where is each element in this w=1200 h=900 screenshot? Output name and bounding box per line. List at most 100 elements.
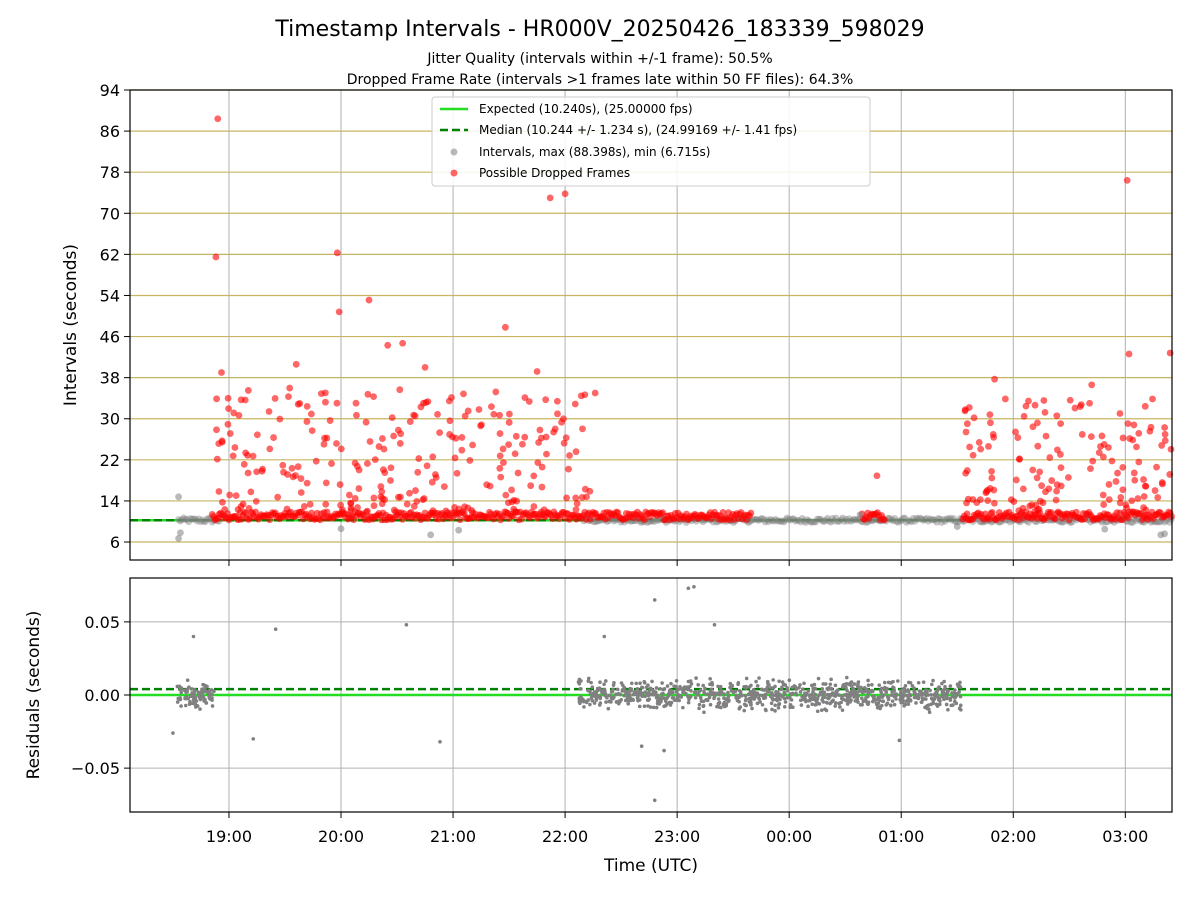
dropped-frame-point — [345, 491, 353, 499]
dropped-frame-point — [333, 399, 341, 407]
dropped-frame-point — [265, 408, 273, 415]
residual-point — [198, 707, 202, 711]
dropped-frame-point — [969, 451, 977, 459]
residual-point — [193, 688, 197, 693]
residual-point — [187, 685, 191, 689]
dropped-frame-point — [297, 475, 305, 482]
residuals-xtick-label: 20:00 — [318, 827, 364, 846]
dropped-frame-point — [1088, 381, 1096, 389]
residual-point — [902, 704, 906, 708]
residual-point — [204, 689, 208, 694]
residual-point — [846, 699, 851, 704]
interval-point — [929, 516, 937, 524]
dropped-frame-point — [362, 418, 370, 426]
dropped-frame-point — [292, 472, 299, 479]
residual-point — [660, 692, 664, 696]
residual-point — [631, 692, 636, 697]
residual-point — [273, 627, 278, 631]
dropped-frame-point — [1089, 457, 1097, 465]
dropped-frame-point — [371, 456, 379, 464]
dropped-frame-point — [527, 482, 535, 490]
residual-point — [866, 694, 870, 699]
dropped-frame-point — [239, 500, 247, 508]
dropped-frame-point — [300, 503, 308, 510]
residual-point — [611, 696, 615, 701]
residual-point — [658, 686, 662, 691]
dropped-frame-point — [429, 507, 437, 515]
dropped-frame-point — [384, 341, 392, 349]
residual-point — [711, 691, 716, 695]
residual-point — [935, 689, 939, 694]
residual-point — [833, 704, 837, 708]
dropped-frame-point — [1146, 427, 1154, 435]
residual-point — [921, 697, 925, 702]
residual-point — [810, 702, 815, 707]
dropped-frame-point — [451, 504, 459, 511]
dropped-frame-point — [468, 506, 476, 514]
dropped-frame-point — [1057, 420, 1065, 428]
dropped-frame-point — [963, 420, 971, 428]
residual-point — [880, 693, 885, 698]
dropped-frame-point — [352, 399, 360, 407]
residual-point — [794, 686, 799, 691]
dropped-frame-point — [363, 507, 371, 515]
residuals-ytick-label: 0.00 — [84, 686, 120, 705]
dropped-frame-point — [322, 398, 329, 406]
residual-point — [740, 693, 744, 698]
residual-point — [649, 687, 654, 692]
residual-point — [771, 686, 776, 690]
residual-point — [704, 698, 708, 702]
interval-point — [892, 517, 900, 525]
legend-intervals-label: Intervals, max (88.398s), min (6.715s) — [479, 145, 710, 159]
residual-point — [900, 696, 905, 701]
residual-point — [940, 688, 945, 693]
residual-point — [929, 693, 934, 697]
dropped-frame-point — [423, 462, 431, 470]
interval-point — [753, 516, 761, 523]
residual-point — [598, 680, 602, 685]
residual-point — [879, 703, 884, 708]
residual-point — [686, 694, 690, 699]
residual-point — [926, 693, 930, 697]
residual-point — [954, 701, 959, 706]
dropped-frame-point — [235, 411, 243, 419]
dropped-frame-point — [1033, 474, 1041, 482]
residual-point — [835, 691, 839, 695]
interval-point — [181, 516, 189, 523]
dropped-frame-point — [224, 420, 232, 428]
dropped-frame-point — [453, 469, 461, 477]
dropped-frame-point — [458, 446, 466, 454]
residual-point — [708, 702, 713, 707]
residual-point — [689, 689, 693, 693]
dropped-frame-point — [213, 426, 220, 434]
interval-point — [650, 518, 658, 525]
dropped-frame-point — [1128, 497, 1136, 505]
residual-point — [921, 680, 926, 684]
dropped-frame-point — [1126, 435, 1134, 442]
dropped-frame-point — [1130, 469, 1138, 477]
dropped-frame-point — [215, 488, 223, 495]
residual-point — [923, 705, 927, 710]
residual-point — [820, 686, 825, 691]
dropped-frame-point — [962, 469, 970, 477]
dropped-frame-point — [370, 502, 378, 510]
residual-point — [812, 682, 817, 687]
interval-point — [610, 517, 618, 525]
interval-point — [1129, 519, 1136, 526]
residual-point — [826, 696, 830, 700]
residual-point — [763, 692, 768, 697]
residual-point — [617, 699, 621, 703]
residual-point — [856, 700, 860, 704]
residual-point — [833, 683, 838, 688]
residual-point — [928, 688, 932, 693]
residual-point — [799, 703, 804, 707]
residual-point — [862, 685, 867, 690]
intervals-ytick-label: 94 — [100, 81, 120, 100]
residuals-xtick-label: 02:00 — [990, 827, 1036, 846]
dropped-frame-point — [396, 386, 404, 394]
dropped-frame-point — [380, 466, 387, 474]
interval-point — [896, 517, 904, 525]
dropped-frame-point — [962, 428, 970, 436]
dropped-frame-point — [413, 497, 421, 505]
dropped-frame-point — [1142, 482, 1150, 490]
